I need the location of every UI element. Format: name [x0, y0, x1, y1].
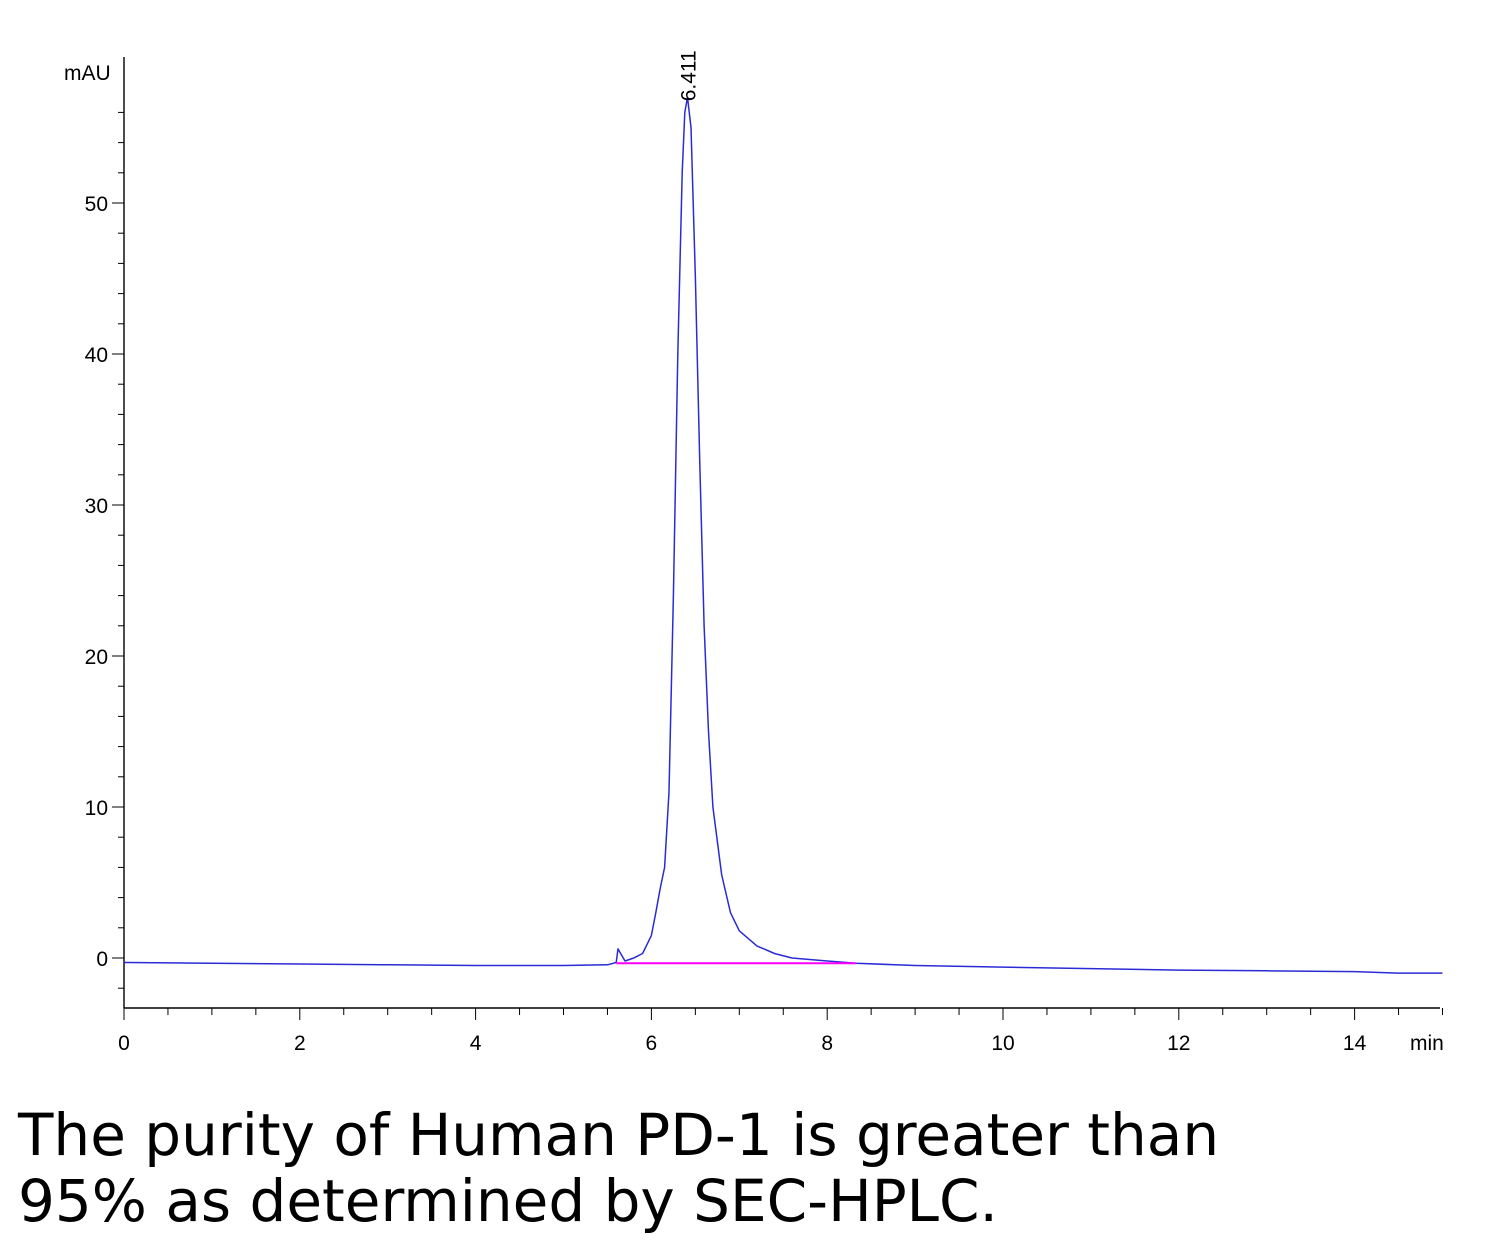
x-tick-label: 12 — [1167, 1032, 1190, 1055]
y-tick-label: 40 — [85, 344, 108, 367]
caption-line-2: 95% as determined by SEC-HPLC. — [18, 1167, 998, 1235]
signal-trace — [123, 96, 1443, 974]
chart-series: 6.411 — [123, 50, 1443, 974]
caption-line-1: The purity of Human PD-1 is greater than — [18, 1101, 1220, 1169]
x-tick-label: 0 — [118, 1032, 130, 1055]
x-tick-label: 2 — [294, 1032, 306, 1055]
x-tick-label: 8 — [821, 1032, 833, 1055]
y-unit-label: mAU — [64, 62, 111, 85]
x-tick-label: 10 — [991, 1032, 1014, 1055]
y-tick-label: 10 — [85, 797, 108, 820]
chart-ticks: 0 2 4 6 8 10 12 14 0 10 20 30 40 50 — [85, 111, 1443, 1055]
x-tick-label: 4 — [470, 1032, 482, 1055]
y-tick-label: 50 — [85, 193, 108, 216]
caption: The purity of Human PD-1 is greater than… — [18, 1102, 1478, 1234]
x-unit-label: min — [1410, 1032, 1444, 1055]
y-tick-label: 20 — [85, 646, 108, 669]
y-tick-label: 0 — [96, 948, 108, 971]
chart-axes — [123, 57, 1440, 1009]
peak-label: 6.411 — [678, 50, 701, 101]
y-tick-label: 30 — [85, 495, 108, 518]
x-tick-label: 14 — [1343, 1032, 1367, 1055]
x-tick-label: 6 — [646, 1032, 658, 1055]
chromatogram-chart: 0 2 4 6 8 10 12 14 0 10 20 30 40 50 6.411 mAU min — [64, 50, 1444, 1055]
